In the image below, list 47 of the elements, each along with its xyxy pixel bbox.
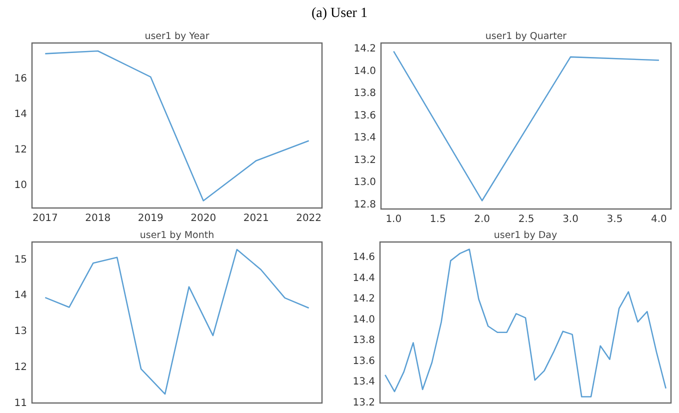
- y-tick-label: 13.6: [352, 356, 375, 367]
- y-tick-label: 16: [14, 74, 27, 85]
- y-tick-label: 11: [14, 398, 27, 409]
- x-tick-label: 2021: [243, 213, 269, 224]
- y-tick-label: 14.0: [354, 66, 376, 77]
- y-tick-label: 13.4: [352, 376, 375, 388]
- y-tick-label: 14: [14, 109, 27, 120]
- y-tick-label: 13.0: [354, 177, 376, 188]
- y-tick-label: 14: [14, 290, 27, 302]
- x-tick-label: 2019: [138, 213, 164, 224]
- chart-title: user1 by Quarter: [485, 31, 567, 42]
- x-tick-label: 3.0: [562, 214, 578, 225]
- y-tick-label: 13.4: [354, 132, 376, 144]
- x-tick-label: 2020: [190, 213, 216, 224]
- x-tick-label: 2.0: [474, 214, 490, 225]
- y-tick-label: 10: [14, 180, 27, 192]
- y-tick-label: 13.6: [354, 110, 376, 122]
- x-tick-label: 1.5: [430, 214, 446, 225]
- y-tick-label: 12: [14, 362, 27, 373]
- y-tick-label: 13.8: [354, 88, 376, 100]
- x-tick-label: 2022: [296, 213, 322, 224]
- y-tick-label: 15: [14, 254, 27, 266]
- text: (a) User 1: [312, 6, 368, 21]
- y-tick-label: 14.4: [352, 272, 375, 284]
- chart-title: user1 by Month: [140, 230, 214, 241]
- y-tick-label: 12.8: [354, 199, 376, 210]
- x-tick-label: 2.5: [518, 214, 534, 225]
- y-tick-label: 12: [14, 144, 27, 156]
- x-tick-label: 4.0: [651, 214, 667, 225]
- x-tick-label: 3.5: [606, 214, 623, 225]
- chart-title: user1 by Day: [494, 230, 558, 241]
- y-tick-label: 13.2: [352, 397, 375, 408]
- y-tick-label: 14.2: [352, 294, 375, 305]
- x-tick-label: 1.0: [386, 214, 402, 225]
- x-tick-label: 2018: [85, 213, 111, 224]
- line-series: [384, 248, 667, 398]
- y-tick-label: 14.0: [352, 314, 375, 326]
- chart-title: user1 by Year: [144, 31, 210, 42]
- y-tick-label: 14.2: [354, 44, 376, 55]
- y-tick-label: 13.8: [352, 335, 375, 346]
- line-series: [392, 50, 660, 202]
- x-tick-label: 2017: [32, 213, 58, 224]
- line-series: [44, 248, 310, 395]
- y-tick-label: 13.2: [354, 154, 376, 166]
- y-tick-label: 13: [14, 326, 27, 338]
- y-tick-label: 14.6: [352, 252, 375, 264]
- line-series: [44, 50, 310, 202]
